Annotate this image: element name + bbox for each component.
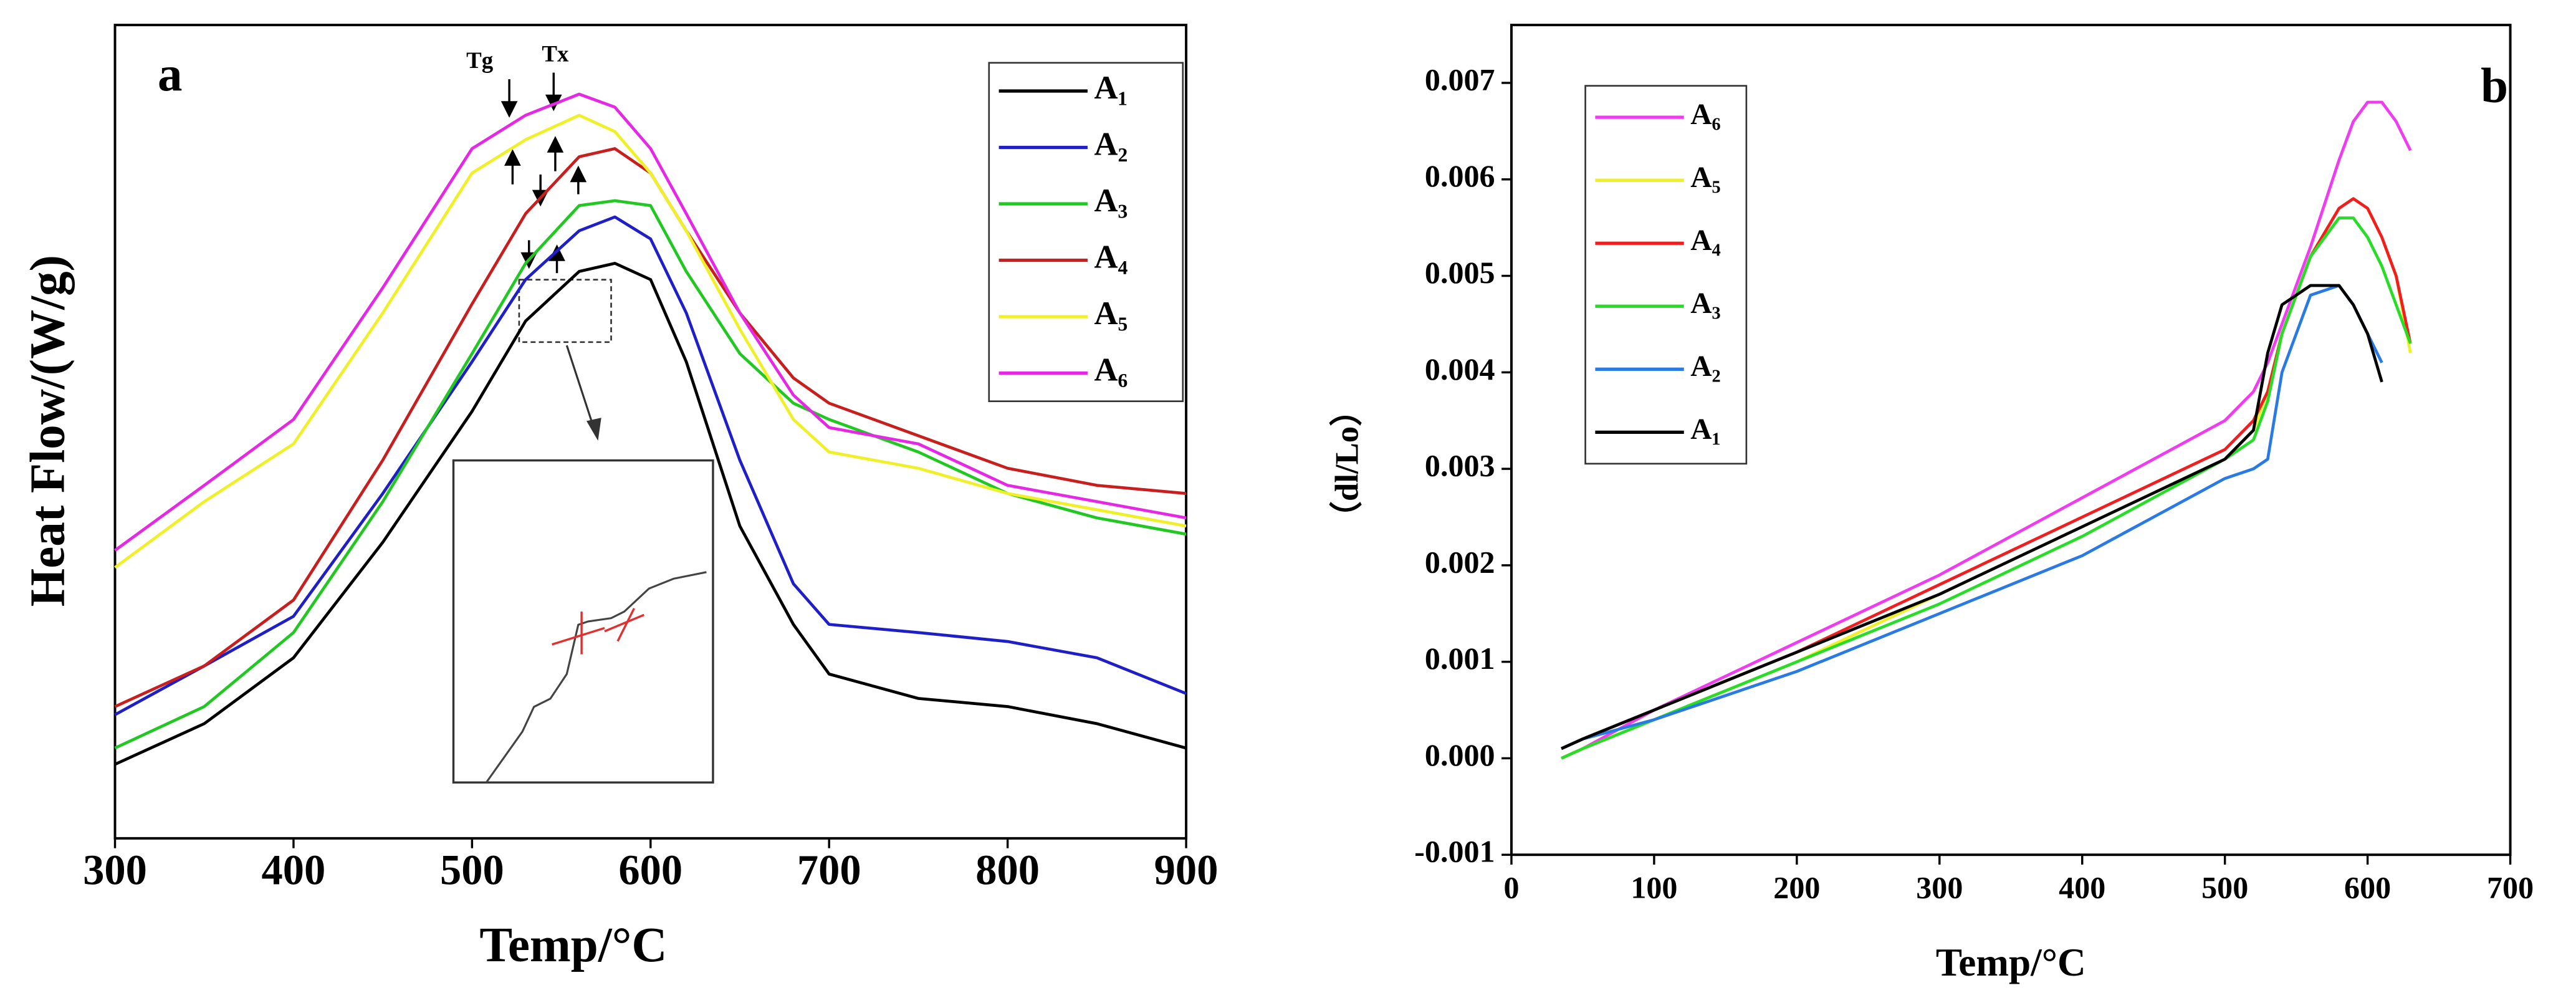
x-tick-label: 900 [1154,847,1219,894]
x-tick-label: 300 [1916,870,1963,905]
zoom-arrow [565,345,596,431]
plot-frame [1510,24,2512,857]
x-axis-label: Temp/°C [1936,941,2086,984]
data-line [114,215,1187,716]
panel-label: b [2481,59,2508,113]
legend-label: A₄ [1094,239,1128,276]
legend-label: A₁ [1690,413,1720,446]
legend-label: A₃ [1690,287,1720,320]
x-tick-label: 500 [2201,870,2248,905]
legend-label: A₆ [1690,98,1720,131]
x-tick-label: 300 [83,847,147,894]
legend-label: A₅ [1094,295,1128,332]
x-tick-label: 800 [975,847,1040,894]
legend-box [1584,85,1748,465]
legend-label: A₁ [1094,70,1128,106]
legend-label: A₆ [1094,352,1128,388]
y-tick-label: 0.000 [1425,737,1495,772]
x-tick-label: 100 [1630,870,1677,905]
inset-curve [485,571,707,784]
y-tick-label: 0.005 [1425,255,1495,290]
data-line [1561,284,2383,751]
legend-label: A₃ [1094,183,1128,219]
x-tick-label: 400 [2059,870,2105,905]
zoom-box [518,279,612,343]
legend-box [988,62,1184,403]
x-tick-label: 700 [2487,870,2534,905]
y-tick-label: 0.001 [1425,641,1495,676]
panel-label: a [158,47,183,102]
data-line [1561,216,2412,760]
y-tick-label: 0.004 [1425,352,1495,386]
data-line [114,113,1187,569]
x-tick-label: 700 [797,847,861,894]
x-tick-label: 600 [2344,870,2391,905]
x-axis-label: Temp/°C [479,918,667,972]
inset [452,459,714,784]
data-line [1561,100,2412,760]
data-line [114,199,1187,750]
x-tick-label: 500 [440,847,504,894]
legend-label: A₂ [1690,350,1720,383]
legend-label: A₂ [1094,127,1128,163]
annotation: Tg [466,47,494,73]
y-tick-label: 0.007 [1425,62,1495,97]
legend-label: A₅ [1690,161,1720,194]
x-tick-label: 600 [618,847,682,894]
x-tick-label: 400 [262,847,326,894]
data-line [114,262,1187,766]
y-tick-label: 0.006 [1425,158,1495,193]
zoom-arrow-head [586,418,601,441]
y-axis-label: Heat Flow/(W/g) [21,255,75,607]
y-tick-label: -0.001 [1414,834,1495,869]
legend-label: A₄ [1690,224,1720,257]
x-tick-label: 200 [1773,870,1820,905]
y-axis-label: （dl/Lo） [1329,393,1366,534]
data-line [114,92,1187,552]
annotation: Tx [542,41,569,67]
y-tick-label: 0.002 [1425,544,1495,579]
x-tick-label: 0 [1503,870,1519,905]
plot-frame [113,24,1188,840]
y-tick-label: 0.003 [1425,448,1495,483]
inset-marks [552,608,644,655]
